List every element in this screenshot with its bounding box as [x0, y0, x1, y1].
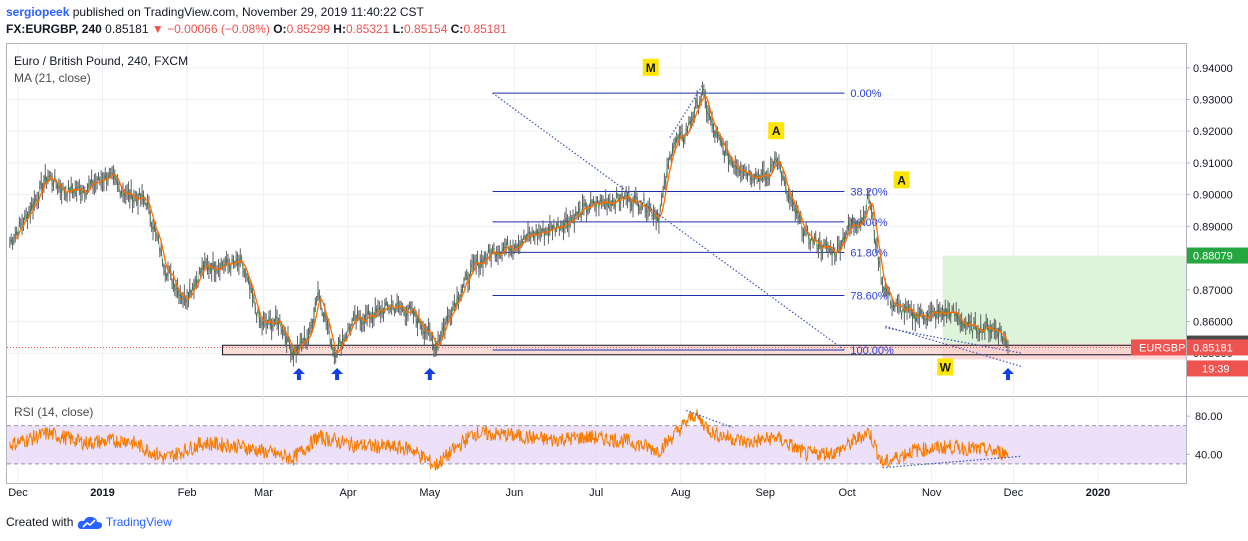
countdown-badge: [1187, 360, 1248, 377]
high-label: H:: [333, 22, 346, 36]
fib-level-label: 0.00%: [850, 88, 881, 100]
fib-level-label: 100.00%: [850, 345, 894, 357]
fibonacci-retracement[interactable]: 0.00%38.20%50.00%61.80%78.60%100.00%: [492, 88, 894, 357]
time-tick-label: Nov: [922, 487, 942, 499]
time-tick-label: Sep: [755, 487, 775, 499]
price-tick-label: 0.87000: [1193, 285, 1233, 297]
wave-label-box: [937, 358, 954, 376]
price-tick-label: 0.92000: [1193, 126, 1233, 138]
ma-legend[interactable]: MA (21, close): [14, 71, 91, 85]
up-arrow-icon: [423, 368, 436, 380]
time-tick-label: Jun: [505, 487, 523, 499]
price-badge: [1187, 247, 1248, 264]
price-tick-label: 0.90000: [1193, 190, 1233, 202]
rsi-trendline: [882, 455, 1022, 469]
rsi-legend[interactable]: RSI (14, close): [14, 405, 93, 419]
moving-average-line: [14, 94, 1009, 355]
open-label: O:: [273, 22, 287, 36]
high-value: 0.85321: [345, 22, 390, 36]
wave-label: W: [940, 360, 952, 374]
rsi-tick-label: 40.00: [1195, 449, 1223, 461]
time-tick-label: 2020: [1086, 487, 1110, 499]
price-badge-label: 0.88079: [1193, 251, 1233, 263]
time-tick-label: Dec: [8, 487, 28, 499]
time-tick-label: Aug: [671, 487, 691, 499]
drawings[interactable]: M A A W: [292, 58, 1022, 380]
open-value: 0.85299: [286, 22, 330, 36]
fib-level-label: 61.80%: [850, 247, 888, 259]
tradingview-brand[interactable]: TradingView: [105, 515, 172, 529]
rsi-trendline: [685, 409, 733, 429]
up-arrow-icon: [1002, 368, 1014, 380]
countdown-label: 19:39: [1202, 363, 1230, 375]
time-tick-label: Dec: [1004, 487, 1024, 499]
rsi-pane: [7, 409, 1186, 471]
dotted-trendline: [492, 92, 845, 351]
up-arrow-icon: [331, 368, 344, 380]
time-tick-label: Feb: [178, 487, 197, 499]
price-tick-label: 0.89000: [1193, 221, 1233, 233]
wave-label-box: [642, 58, 659, 76]
ohlc-row: FX:EURGBP, 240 0.85181 ▼ −0.00066 (−0.08…: [6, 22, 507, 36]
price-line: [9, 87, 1009, 359]
fib-level-label: 78.60%: [850, 290, 888, 302]
wave-label-box: [768, 122, 785, 140]
low-value: 0.85154: [404, 22, 448, 36]
wave-label: A: [772, 124, 781, 138]
price-badge: [1187, 339, 1248, 356]
publish-info: sergiopeek published on TradingView.com,…: [6, 5, 424, 19]
time-tick-label: May: [419, 487, 440, 499]
price-change: −0.00066 (−0.08%): [167, 22, 270, 36]
close-label: C:: [450, 22, 464, 36]
change-down-icon: ▼: [151, 22, 164, 36]
low-label: L:: [392, 22, 405, 36]
author-link[interactable]: sergiopeek: [6, 5, 70, 19]
created-with-text: Created with: [6, 515, 74, 529]
time-tick-label: Oct: [839, 487, 856, 499]
time-tick-label: Apr: [339, 487, 356, 499]
symbol-interval: FX:EURGBP, 240: [6, 22, 102, 36]
footer: Created with TradingView: [6, 515, 172, 530]
grid-lines: [7, 44, 1186, 483]
symbol-badge: [1131, 339, 1186, 356]
wave-label-box: [893, 171, 910, 189]
wave-label: M: [646, 61, 656, 75]
chart-title: Euro / British Pound, 240, FXCM: [14, 54, 188, 68]
price-series: [9, 81, 1009, 367]
price-tick-label: 0.93000: [1193, 94, 1233, 106]
dotted-trendline: [885, 325, 1022, 368]
price-tick-label: 0.86000: [1193, 316, 1233, 328]
time-tick-label: 2019: [90, 487, 114, 499]
dotted-trendline: [885, 327, 1022, 354]
time-tick-label: Jul: [589, 487, 603, 499]
price-tick-label: 0.91000: [1193, 158, 1233, 170]
symbol-badge-label: EURGBP: [1139, 342, 1185, 354]
price-badge-label: 0.85181: [1193, 342, 1233, 354]
up-arrow-icon: [292, 368, 305, 380]
rsi-tick-label: 80.00: [1195, 411, 1223, 423]
published-text: published on TradingView.com, November 2…: [72, 5, 424, 19]
last-price: 0.85181: [105, 22, 149, 36]
wave-label: A: [897, 173, 906, 187]
price-tick-label: 0.94000: [1193, 63, 1233, 75]
time-tick-label: Mar: [254, 487, 273, 499]
close-value: 0.85181: [463, 22, 507, 36]
tradingview-cloud-icon: [77, 516, 102, 529]
rsi-line: [9, 409, 1009, 471]
